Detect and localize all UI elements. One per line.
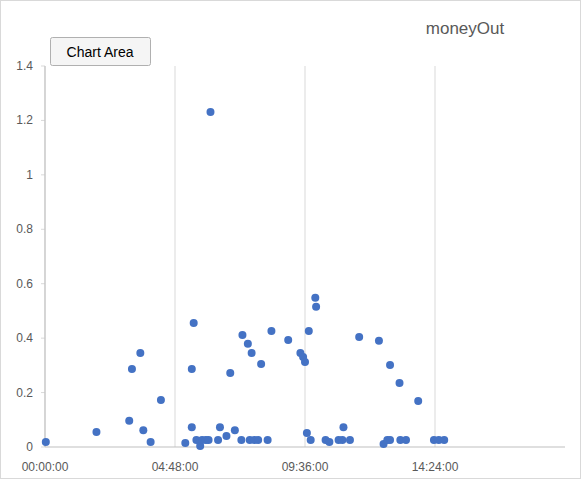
point [257,360,265,368]
point [157,396,165,404]
y-tick-label: 1.4 [16,59,33,73]
point [396,379,404,387]
chart: 00:00:00 04:48:00 09:36:00 14:24:00 0 0.2 0.4 0… [0,0,581,479]
point [222,432,230,440]
tooltip-text: Chart Area [67,44,134,60]
point [402,436,410,444]
x-grid-line [305,66,306,447]
point [136,349,144,357]
chart-background [1,1,581,479]
point [147,438,155,446]
point [231,426,239,434]
point [128,365,136,373]
point [301,358,309,366]
point [139,426,147,434]
point [226,369,234,377]
point [440,436,448,444]
y-tick-mark [41,174,45,175]
point [386,361,394,369]
y-tick-label: 0.6 [16,277,33,291]
y-tick-mark [41,392,45,393]
y-tick-mark [41,283,45,284]
x-grid-line [435,66,436,447]
y-tick-mark [41,229,45,230]
point [267,327,275,335]
point [311,294,319,302]
point [375,337,383,345]
point [305,327,313,335]
y-tick-label: 1 [26,168,33,182]
y-tick-label: 0.4 [16,331,33,345]
y-tick-label: 0 [26,440,33,454]
point [312,303,320,311]
point [181,439,189,447]
title: moneyOut [426,19,505,38]
y-axis-line [45,66,46,447]
point [346,436,354,444]
point [254,436,262,444]
point [188,365,196,373]
y-tick-label: 0.8 [16,222,33,236]
point [125,417,133,425]
x-grid-line [45,66,46,447]
point [338,436,346,444]
y-tick-label: 1.2 [16,113,33,127]
tooltip-box [51,38,151,66]
y-tick-label: 0.2 [16,386,33,400]
point [284,336,292,344]
y-tick-mark [41,447,45,448]
point [188,423,196,431]
x-grid-line [175,66,176,447]
y-tick-mark [41,120,45,121]
points [42,108,448,450]
point [248,349,256,357]
point [216,423,224,431]
y-tick-mark [41,338,45,339]
x-tick-label: 04:48:00 [152,460,199,474]
point [190,319,198,327]
point [325,438,333,446]
point [237,436,245,444]
x-tick-label: 09:36:00 [282,460,329,474]
point [355,333,363,341]
point [307,436,315,444]
point [244,340,252,348]
point [92,428,100,436]
y-tick-mark [41,66,45,67]
point [214,436,222,444]
point [206,108,214,116]
x-axis-line [45,447,565,448]
x-tick-label: 14:24:00 [412,460,459,474]
point [386,436,394,444]
point [414,397,422,405]
point [42,438,50,446]
point [238,331,246,339]
point [205,436,213,444]
point [339,423,347,431]
point [264,436,272,444]
point [303,429,311,437]
x-tick-label: 00:00:00 [22,460,69,474]
